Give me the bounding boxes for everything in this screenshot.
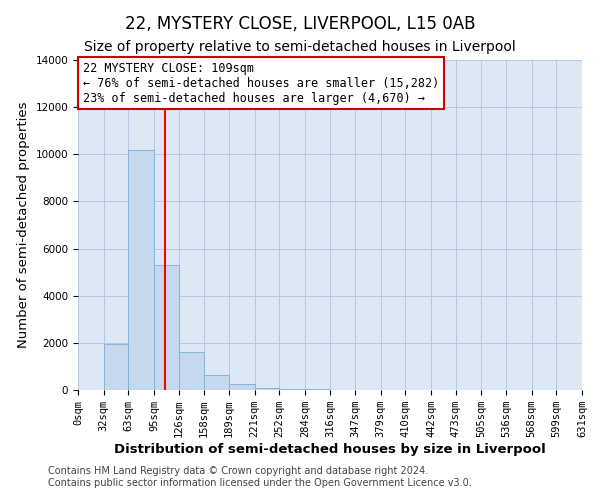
Bar <box>104 344 128 390</box>
Bar <box>154 265 179 390</box>
Text: 22, MYSTERY CLOSE, LIVERPOOL, L15 0AB: 22, MYSTERY CLOSE, LIVERPOOL, L15 0AB <box>125 15 475 33</box>
Bar <box>229 384 254 390</box>
Text: Contains HM Land Registry data © Crown copyright and database right 2024.
Contai: Contains HM Land Registry data © Crown c… <box>48 466 472 487</box>
Bar <box>279 389 305 390</box>
Bar <box>179 352 204 390</box>
Bar <box>254 388 279 390</box>
Text: Size of property relative to semi-detached houses in Liverpool: Size of property relative to semi-detach… <box>84 40 516 54</box>
Bar <box>204 374 229 390</box>
X-axis label: Distribution of semi-detached houses by size in Liverpool: Distribution of semi-detached houses by … <box>114 443 546 456</box>
Text: 22 MYSTERY CLOSE: 109sqm
← 76% of semi-detached houses are smaller (15,282)
23% : 22 MYSTERY CLOSE: 109sqm ← 76% of semi-d… <box>83 62 439 104</box>
Y-axis label: Number of semi-detached properties: Number of semi-detached properties <box>17 102 30 348</box>
Bar <box>128 150 154 390</box>
